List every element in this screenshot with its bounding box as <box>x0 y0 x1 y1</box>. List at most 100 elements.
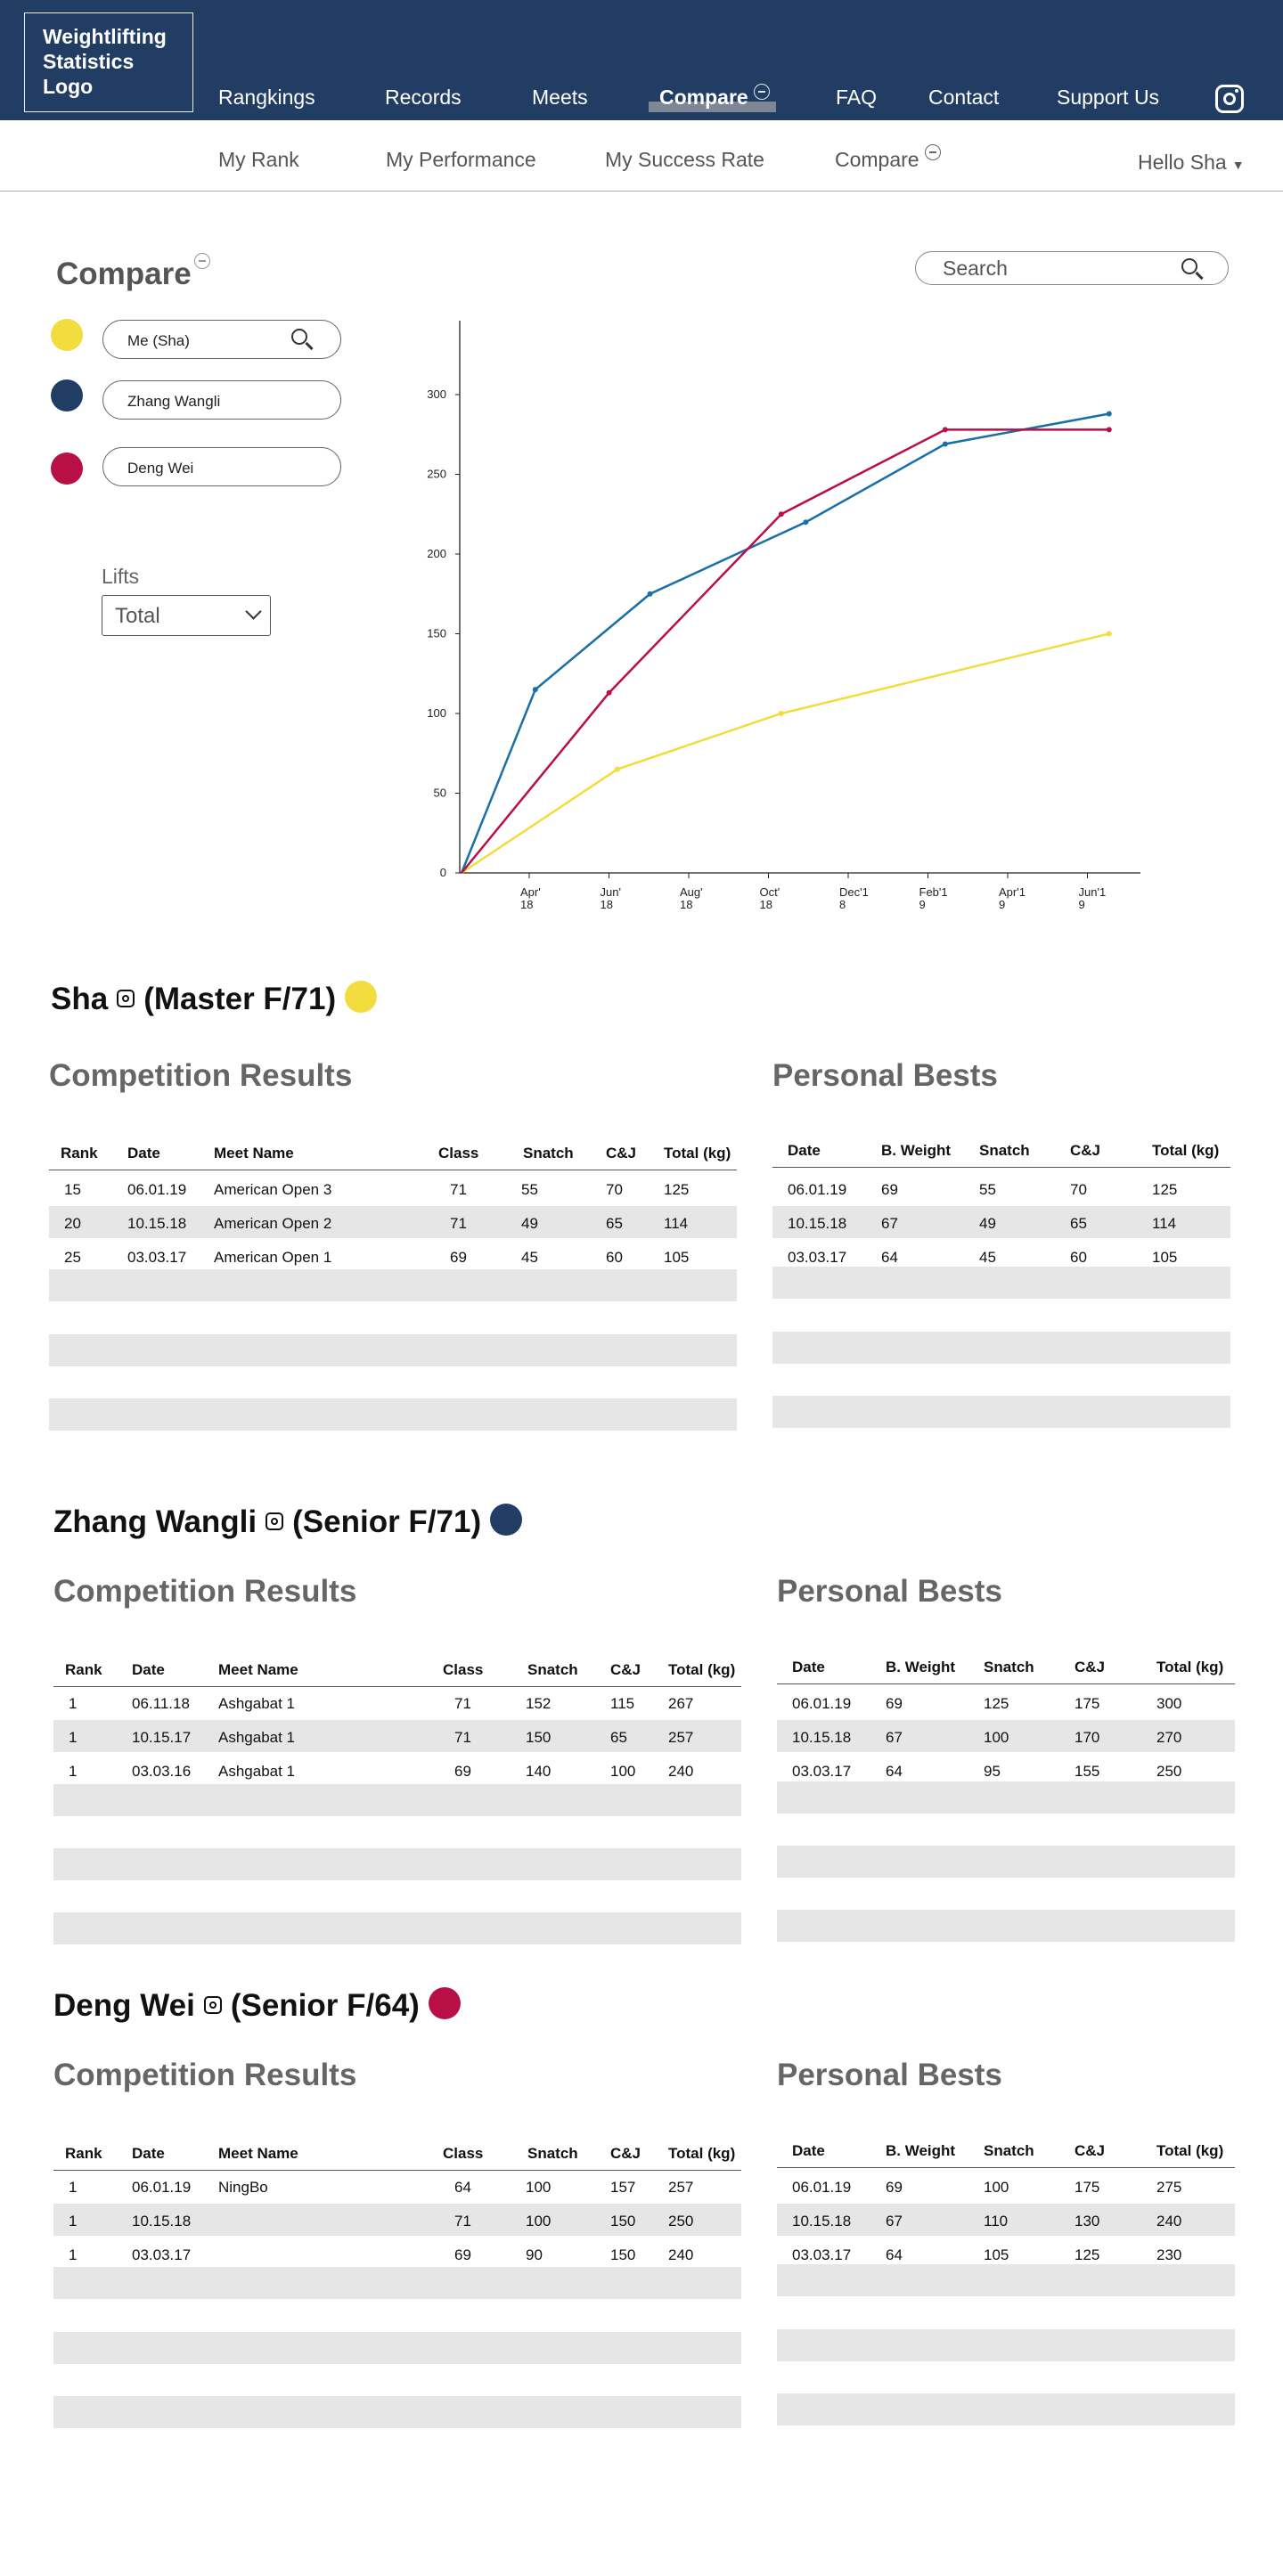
column-header[interactable]: C&J <box>1070 1142 1101 1159</box>
table-row[interactable]: 20 10.15.18 American Open 2 71 49 65 114 <box>49 1206 737 1238</box>
table-cell: 250 <box>668 2213 694 2230</box>
table-cell: 140 <box>526 1763 552 1780</box>
column-header[interactable]: Class <box>443 2145 484 2162</box>
subnav-item-my-success-rate[interactable]: My Success Rate <box>605 148 764 171</box>
column-header[interactable]: C&J <box>610 2145 642 2162</box>
column-header[interactable]: Snatch <box>527 1661 578 1678</box>
instagram-icon[interactable] <box>1215 85 1244 113</box>
table-row[interactable]: 1 03.03.17 69 90 150 240 <box>53 2238 741 2270</box>
nav-item-rankings[interactable]: Rangkings <box>218 86 315 109</box>
x-tick-label: Aug' <box>680 885 703 899</box>
athlete-name[interactable]: Deng Wei <box>53 1988 195 2023</box>
column-header[interactable]: Date <box>132 1661 165 1678</box>
athlete-name[interactable]: Sha <box>51 982 109 1016</box>
table-row[interactable]: 1 10.15.17 Ashgabat 1 71 150 65 257 <box>53 1720 741 1752</box>
x-tick-label: 18 <box>760 898 772 911</box>
athlete-name[interactable]: Zhang Wangli <box>53 1504 257 1539</box>
table-row[interactable]: 03.03.17 64 105 125 230 <box>777 2238 1235 2270</box>
column-header[interactable]: Rank <box>65 1661 102 1678</box>
column-header[interactable]: C&J <box>610 1661 642 1678</box>
empty-table-row <box>772 1332 1230 1364</box>
compare-entry-1[interactable]: Me (Sha) <box>102 320 341 359</box>
minus-circle-icon <box>924 144 941 160</box>
page-title: Compare <box>56 257 192 291</box>
lifts-select[interactable]: Total <box>102 595 271 636</box>
column-header[interactable]: Total (kg) <box>1156 2142 1224 2159</box>
table-cell: 67 <box>886 1729 903 1746</box>
search-input[interactable] <box>943 257 1165 281</box>
column-header[interactable]: Total (kg) <box>664 1145 731 1162</box>
column-header[interactable]: Meet Name <box>218 2145 298 2162</box>
x-tick-label: Dec'1 <box>839 885 869 899</box>
table-row[interactable]: 03.03.17 64 95 155 250 <box>777 1754 1235 1786</box>
compare-entry-3[interactable]: Deng Wei <box>102 447 341 486</box>
compare-entry-2[interactable]: Zhang Wangli <box>102 380 341 420</box>
nav-item-contact[interactable]: Contact <box>928 86 1000 109</box>
minus-circle-icon[interactable] <box>194 253 210 269</box>
column-header[interactable]: Snatch <box>984 1659 1034 1675</box>
column-header[interactable]: B. Weight <box>886 1659 956 1675</box>
table-row[interactable]: 06.01.19 69 55 70 125 <box>772 1172 1230 1204</box>
column-header[interactable]: C&J <box>1075 2142 1106 2159</box>
user-menu[interactable]: Hello Sha ▼ <box>1138 151 1245 175</box>
table-row[interactable]: 25 03.03.17 American Open 1 69 45 60 105 <box>49 1240 737 1272</box>
table-cell: 1 <box>69 1763 78 1780</box>
column-header[interactable]: Total (kg) <box>1156 1659 1224 1675</box>
search-box[interactable] <box>915 251 1229 285</box>
lifts-label: Lifts <box>102 565 140 588</box>
search-icon[interactable] <box>291 329 307 345</box>
subnav-item-compare[interactable]: Compare <box>835 144 941 172</box>
column-header[interactable]: C&J <box>1075 1659 1106 1675</box>
column-header[interactable]: Snatch <box>527 2145 578 2162</box>
table-cell: 130 <box>1075 2213 1100 2230</box>
column-header[interactable]: Date <box>127 1145 160 1162</box>
column-header[interactable]: Total (kg) <box>1152 1142 1220 1159</box>
subnav-item-my-rank[interactable]: My Rank <box>218 148 299 171</box>
column-header[interactable]: C&J <box>606 1145 637 1162</box>
column-header[interactable]: Snatch <box>523 1145 574 1162</box>
column-header[interactable]: Meet Name <box>218 1661 298 1678</box>
column-header[interactable]: Snatch <box>979 1142 1030 1159</box>
table-cell: 300 <box>1156 1695 1182 1712</box>
column-header[interactable]: Date <box>132 2145 165 2162</box>
instagram-icon[interactable] <box>266 1512 284 1530</box>
column-header[interactable]: Class <box>443 1661 484 1678</box>
column-header[interactable]: Total (kg) <box>668 1661 736 1678</box>
data-point <box>532 687 538 693</box>
table-row[interactable]: 10.15.18 67 49 65 114 <box>772 1206 1230 1238</box>
table-cell: 105 <box>1152 1249 1178 1266</box>
column-header[interactable]: Date <box>788 1142 821 1159</box>
site-logo[interactable]: Weightlifting Statistics Logo <box>24 12 193 112</box>
column-header[interactable]: Meet Name <box>214 1145 294 1162</box>
column-header[interactable]: Date <box>792 2142 825 2159</box>
table-row[interactable]: 15 06.01.19 American Open 3 71 55 70 125 <box>49 1172 737 1204</box>
table-row[interactable]: 10.15.18 67 110 130 240 <box>777 2204 1235 2236</box>
nav-item-meets[interactable]: Meets <box>532 86 588 109</box>
column-header[interactable]: Total (kg) <box>668 2145 736 2162</box>
search-icon[interactable] <box>1181 258 1197 274</box>
nav-item-records[interactable]: Records <box>385 86 462 109</box>
table-row[interactable]: 06.01.19 69 100 175 275 <box>777 2170 1235 2202</box>
table-row[interactable]: 03.03.17 64 45 60 105 <box>772 1240 1230 1272</box>
table-row[interactable]: 10.15.18 67 100 170 270 <box>777 1720 1235 1752</box>
table-row[interactable]: 1 06.01.19 NingBo 64 100 157 257 <box>53 2170 741 2202</box>
column-header[interactable]: Snatch <box>984 2142 1034 2159</box>
table-row[interactable]: 1 03.03.16 Ashgabat 1 69 140 100 240 <box>53 1754 741 1786</box>
column-header[interactable]: B. Weight <box>886 2142 956 2159</box>
column-header[interactable]: Class <box>438 1145 479 1162</box>
column-header[interactable]: Rank <box>65 2145 102 2162</box>
subnav-item-my-performance[interactable]: My Performance <box>386 148 536 171</box>
table-row[interactable]: 06.01.19 69 125 175 300 <box>777 1686 1235 1718</box>
table-row[interactable]: 1 10.15.18 71 100 150 250 <box>53 2204 741 2236</box>
athlete-title: Deng Wei (Senior F/64) <box>53 1986 461 2024</box>
table-cell: 71 <box>450 1215 467 1232</box>
nav-item-compare[interactable]: Compare <box>659 84 770 110</box>
column-header[interactable]: Date <box>792 1659 825 1675</box>
column-header[interactable]: B. Weight <box>881 1142 952 1159</box>
table-row[interactable]: 1 06.11.18 Ashgabat 1 71 152 115 267 <box>53 1686 741 1718</box>
nav-item-faq[interactable]: FAQ <box>836 86 878 109</box>
instagram-icon[interactable] <box>203 1995 222 2014</box>
nav-item-support-us[interactable]: Support Us <box>1057 86 1160 109</box>
column-header[interactable]: Rank <box>61 1145 98 1162</box>
instagram-icon[interactable] <box>117 989 135 1007</box>
